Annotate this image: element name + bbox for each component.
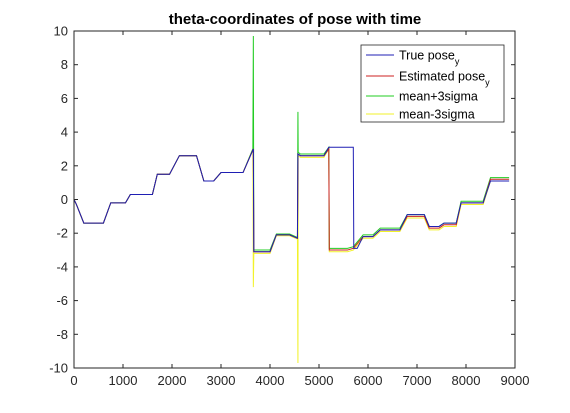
legend-label-base: mean+3sigma bbox=[399, 90, 478, 104]
series-layer bbox=[73, 36, 510, 363]
x-tick-label: 5000 bbox=[305, 373, 334, 388]
x-tick-label: 2000 bbox=[158, 373, 187, 388]
legend-label-base: mean-3sigma bbox=[399, 108, 475, 122]
y-tick-label: 4 bbox=[61, 125, 68, 140]
legend-label-subscript: y bbox=[455, 57, 460, 67]
y-tick-label: 0 bbox=[61, 192, 68, 207]
x-tick-label: 0 bbox=[70, 373, 77, 388]
legend-label-2: mean+3sigma bbox=[399, 90, 478, 104]
x-tick-label: 8000 bbox=[452, 373, 481, 388]
y-tick-label: -6 bbox=[56, 293, 68, 308]
x-tick-label: 9000 bbox=[501, 373, 530, 388]
y-tick-label: -8 bbox=[56, 327, 68, 342]
legend-label-base: Estimated pose bbox=[399, 70, 485, 84]
x-axis: 0 1000 2000 3000 4000 5000 6000 7000 8000 9000 bbox=[70, 31, 529, 388]
y-tick-label: 8 bbox=[61, 57, 68, 72]
x-tick-label: 3000 bbox=[207, 373, 236, 388]
legend-label-3: mean-3sigma bbox=[399, 108, 475, 122]
legend-label-1: Estimated posey bbox=[399, 70, 490, 88]
x-tick-label: 1000 bbox=[109, 373, 138, 388]
y-tick-label: -4 bbox=[56, 259, 68, 274]
legend-label-subscript: y bbox=[485, 78, 490, 88]
y-tick-label: -10 bbox=[49, 361, 68, 376]
y-tick-label: 6 bbox=[61, 91, 68, 106]
legend-label-base: True pose bbox=[399, 49, 455, 63]
y-tick-label: -2 bbox=[56, 226, 68, 241]
legend-box bbox=[360, 44, 505, 123]
legend-label-0: True posey bbox=[399, 49, 460, 67]
x-tick-label: 7000 bbox=[403, 373, 432, 388]
y-tick-label: 2 bbox=[61, 158, 68, 173]
x-tick-label: 4000 bbox=[256, 373, 285, 388]
y-tick-label: 10 bbox=[54, 24, 68, 39]
chart-title: theta-coordinates of pose with time bbox=[169, 11, 422, 28]
series-line-0 bbox=[73, 146, 510, 253]
x-tick-label: 6000 bbox=[354, 373, 383, 388]
y-axis: -10 -8 -6 -4 -2 0 2 4 6 8 10 bbox=[49, 24, 515, 376]
